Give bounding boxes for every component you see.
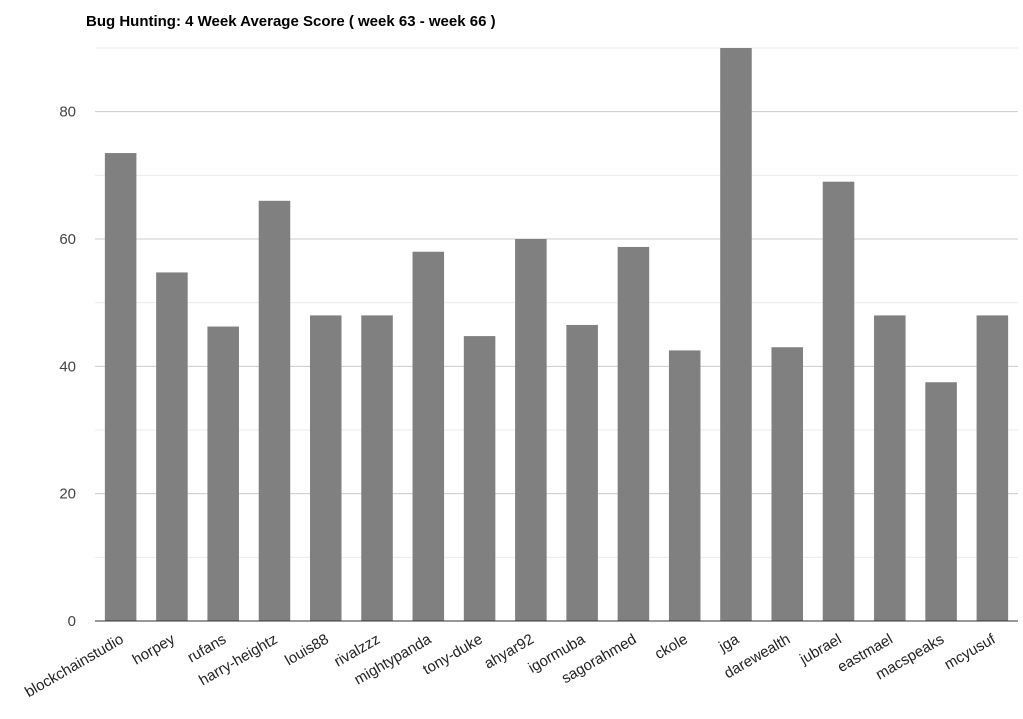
bar-jga <box>720 48 752 621</box>
y-tick-label: 0 <box>68 613 76 630</box>
bar-harry-heightz <box>258 200 291 622</box>
bar-igormuba <box>566 324 598 621</box>
y-tick-label: 80 <box>59 104 76 121</box>
chart-title: Bug Hunting: 4 Week Average Score ( week… <box>86 13 496 30</box>
y-tick-label: 60 <box>59 231 76 248</box>
x-tick-label: ckole <box>652 631 691 663</box>
bar-sagorahmed <box>617 246 650 622</box>
bar-jubrael <box>822 181 855 621</box>
bar-rufans <box>207 326 239 621</box>
bar-horpey <box>156 272 188 621</box>
bar-ahyar92 <box>515 239 547 621</box>
bar-ckole <box>668 350 701 621</box>
y-tick-label: 20 <box>59 486 76 503</box>
x-tick-label: mcyusuf <box>941 630 999 673</box>
bar-macspeaks <box>925 382 957 621</box>
x-tick-label: blockchainstudio <box>22 631 127 701</box>
x-axis: blockchainstudio horpey rufansharry-height… <box>22 620 1018 701</box>
bar-louis88 <box>309 315 342 621</box>
x-tick-label: jga <box>715 630 742 656</box>
bar-rivalzzz <box>361 315 393 621</box>
x-tick-label: louis88 <box>282 631 332 669</box>
x-tick-label: horpey <box>130 630 179 668</box>
y-axis: 0 20 40 60 80 <box>59 104 76 630</box>
gridlines <box>95 47 1018 558</box>
bar-eastmael <box>874 315 906 621</box>
bar-blockchainstudio <box>104 153 137 622</box>
bar-mightypanda <box>412 251 445 621</box>
bar-mcyusuf <box>976 315 1009 621</box>
y-tick-label: 40 <box>59 358 76 375</box>
bars <box>104 48 1009 622</box>
bar-tony-duke <box>463 336 496 621</box>
bar-darewealth <box>771 347 804 621</box>
